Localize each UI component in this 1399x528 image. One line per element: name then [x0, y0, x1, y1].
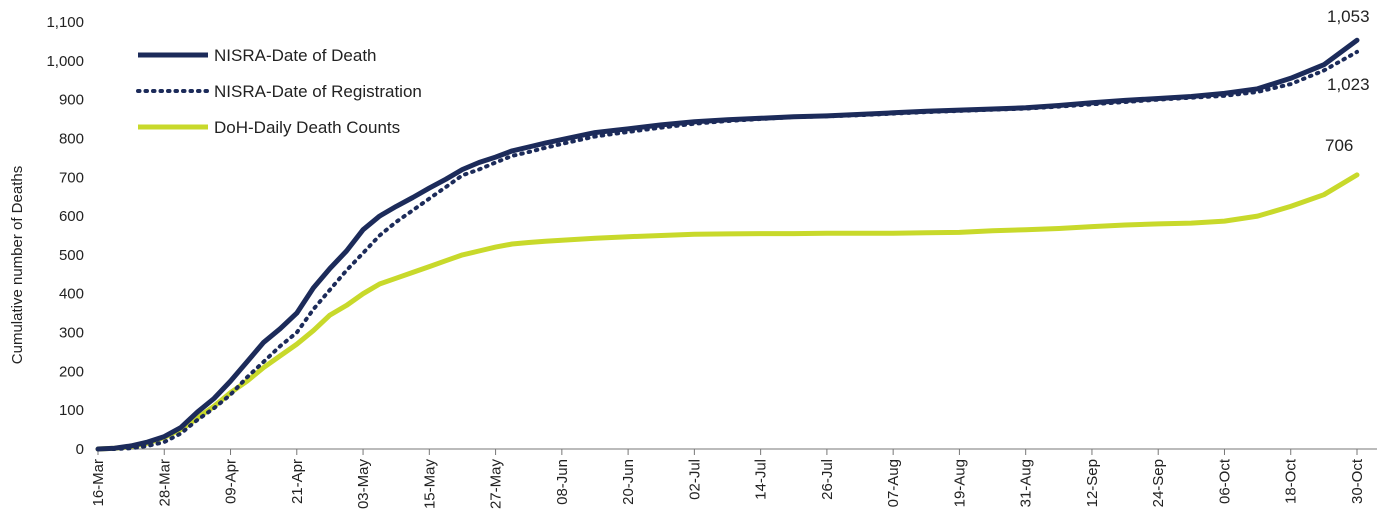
end-labels: 1,053 1,023 706 [1325, 7, 1370, 155]
y-tick-label: 300 [59, 325, 84, 342]
x-tick-label: 08-Jun [554, 459, 571, 505]
x-tick-label: 28-Mar [156, 459, 173, 507]
legend-label: NISRA-Date of Registration [214, 82, 422, 101]
legend: NISRA-Date of Death NISRA-Date of Registr… [136, 46, 422, 137]
series-line-nisra-date-of-registration [96, 49, 1359, 451]
y-tick-label: 1,000 [46, 53, 84, 70]
y-axis-label: Cumulative number of Deaths [9, 166, 26, 364]
x-tick-label: 30-Oct [1349, 458, 1366, 504]
x-tick-label: 18-Oct [1283, 458, 1300, 504]
series-line-nisra-date-of-death [95, 37, 1360, 452]
legend-label: DoH-Daily Death Counts [214, 118, 400, 137]
x-tick-label: 20-Jun [620, 459, 637, 505]
series-layer [95, 37, 1360, 452]
x-tick-label: 09-Apr [223, 459, 240, 504]
y-tick-label: 100 [59, 402, 84, 419]
y-tick-label: 900 [59, 92, 84, 109]
series-line-doh-daily-death-counts [95, 172, 1360, 452]
y-tick-label: 500 [59, 247, 84, 264]
y-tick-label: 200 [59, 363, 84, 380]
y-tick-label: 700 [59, 169, 84, 186]
legend-label: NISRA-Date of Death [214, 46, 377, 65]
x-tick-label: 21-Apr [289, 459, 306, 504]
x-tick-label: 06-Oct [1216, 458, 1233, 504]
x-tick-label: 31-Aug [1018, 459, 1035, 507]
x-tick-label: 27-May [488, 459, 505, 510]
x-tick-label: 19-Aug [951, 459, 968, 507]
x-tick-label: 16-Mar [90, 459, 107, 507]
y-tick-label: 800 [59, 130, 84, 147]
y-tick-label: 400 [59, 286, 84, 303]
y-tick-label: 0 [76, 441, 84, 458]
end-value-label: 706 [1325, 136, 1353, 155]
x-tick-label: 26-Jul [819, 459, 836, 500]
end-value-label: 1,023 [1327, 75, 1370, 94]
y-tick-label: 600 [59, 208, 84, 225]
x-axis-ticks: 16-Mar 28-Mar 09-Apr 21-Apr 03-May 15-May 27-M… [90, 449, 1366, 509]
x-tick-label: 14-Jul [753, 459, 770, 500]
x-tick-label: 03-May [355, 459, 372, 510]
x-tick-label: 02-Jul [686, 459, 703, 500]
x-tick-label: 12-Sep [1084, 459, 1101, 507]
x-tick-label: 07-Aug [885, 459, 902, 507]
x-tick-label: 24-Sep [1150, 459, 1167, 507]
y-axis-ticks: 0 100 200 300 400 500 600 700 800 900 1,000 1,100 [46, 14, 84, 458]
x-tick-label: 15-May [421, 459, 438, 510]
y-tick-label: 1,100 [46, 14, 84, 31]
end-value-label: 1,053 [1327, 7, 1370, 26]
